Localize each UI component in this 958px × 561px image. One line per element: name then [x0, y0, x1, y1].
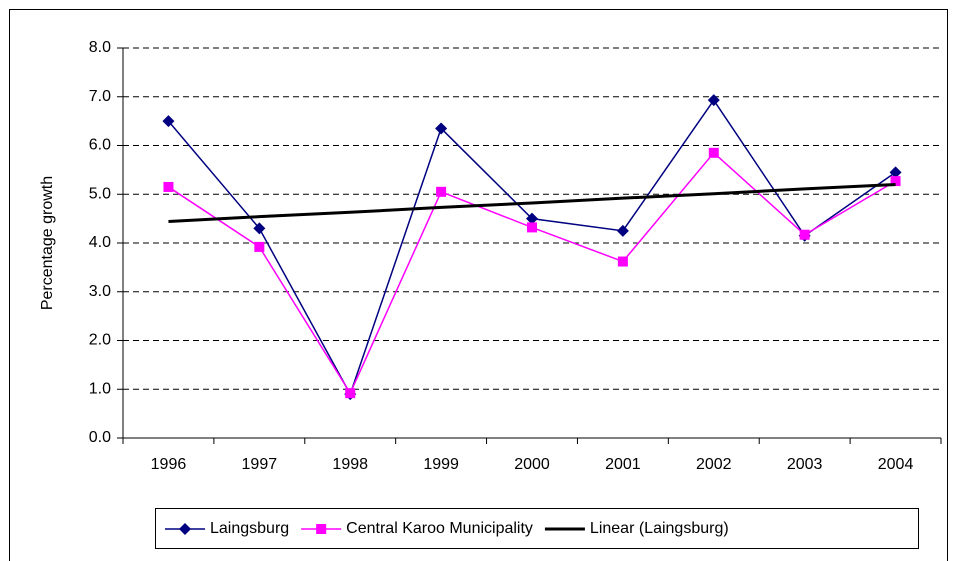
- y-tick-label: 2.0: [89, 332, 111, 349]
- data-point: [436, 186, 447, 197]
- y-tick-label: 6.0: [89, 137, 111, 154]
- legend-marker: [316, 524, 327, 534]
- y-tick-label: 7.0: [89, 88, 111, 105]
- data-point: [345, 388, 356, 399]
- data-point: [616, 224, 629, 237]
- data-point: [254, 241, 265, 252]
- legend-label: Central Karoo Municipality: [346, 520, 533, 537]
- y-axis-label: Percentage growth: [39, 176, 56, 310]
- x-tick-label: 1999: [423, 456, 459, 473]
- y-tick-label: 4.0: [89, 234, 111, 251]
- chart-frame: [9, 9, 948, 561]
- x-tick-label: 2004: [878, 456, 914, 473]
- y-tick-label: 8.0: [89, 39, 111, 56]
- legend-box: [155, 508, 919, 549]
- data-point: [708, 147, 719, 158]
- y-tick-label: 1.0: [89, 380, 111, 397]
- series-line: [168, 183, 896, 224]
- x-tick-label: 1998: [332, 456, 368, 473]
- x-tick-label: 2001: [605, 456, 641, 473]
- data-point: [617, 256, 628, 267]
- legend-label: Laingsburg: [210, 520, 289, 537]
- y-tick-label: 3.0: [89, 283, 111, 300]
- data-point: [253, 222, 266, 235]
- x-tick-label: 2002: [696, 456, 732, 473]
- legend-marker: [179, 523, 191, 535]
- data-point: [890, 176, 901, 187]
- x-tick-label: 2000: [514, 456, 550, 473]
- y-tick-label: 5.0: [89, 185, 111, 202]
- data-point: [707, 94, 720, 107]
- data-point: [527, 222, 537, 233]
- legend-label: Linear (Laingsburg): [590, 520, 729, 537]
- data-point: [526, 212, 538, 225]
- data-point: [435, 122, 448, 135]
- data-point: [163, 181, 174, 192]
- y-tick-label: 0.0: [89, 429, 111, 446]
- x-tick-label: 2003: [787, 456, 823, 473]
- data-point: [799, 229, 810, 240]
- x-tick-label: 1997: [242, 456, 278, 473]
- data-point: [889, 166, 902, 179]
- data-point: [162, 115, 175, 128]
- x-tick-label: 1996: [151, 456, 187, 473]
